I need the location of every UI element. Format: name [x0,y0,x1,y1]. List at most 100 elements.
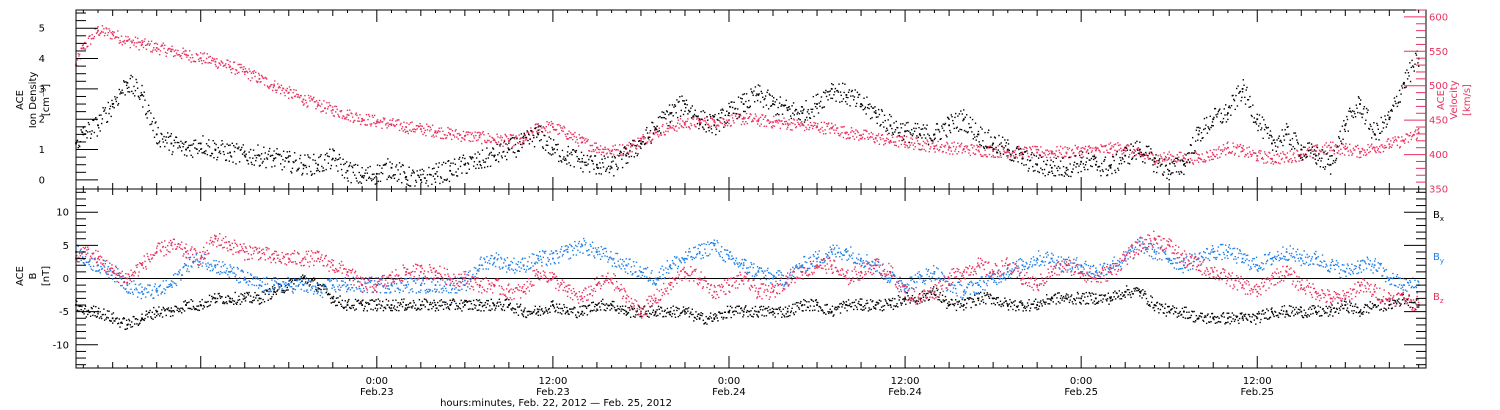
Bx-sample [552,305,555,307]
velocity-sample [417,126,420,128]
ion-density-sample [1347,130,1349,132]
ion-density-sample [334,159,336,162]
velocity-sample [742,120,744,123]
velocity-sample [398,119,400,121]
ion-density-sample [138,96,140,99]
ion-density-sample [1181,159,1184,162]
velocity-sample [1120,150,1123,152]
ion-density-sample [1134,142,1137,144]
velocity-sample [795,125,798,128]
velocity-sample [862,133,864,135]
velocity-sample [365,113,368,116]
velocity-sample [1202,160,1204,163]
Bx-sample [452,298,454,300]
Bx-point [302,277,305,280]
ion-density-sample [1225,121,1228,123]
Bx-sample [381,305,383,307]
velocity-point [185,53,187,56]
ion-density-sample [1054,175,1057,177]
velocity-sample [794,123,796,126]
velocity-sample [341,117,344,119]
ion-density-sample [1395,95,1398,98]
ion-density-sample [404,176,407,179]
Bx-sample [329,293,331,295]
Bx-sample [739,312,741,314]
Bx-sample [486,303,489,305]
Bx-sample [193,307,195,309]
ion-density-sample [1346,118,1349,121]
Bx-sample [205,301,207,303]
ion-density-sample [635,152,637,154]
velocity-sample [1079,156,1082,159]
velocity-sample [1157,154,1159,157]
velocity-sample [627,151,629,154]
velocity-sample [130,40,132,42]
ion-density-sample [167,136,170,138]
velocity-sample [1332,141,1334,144]
ion-density-sample [184,141,187,144]
ion-density-sample [1351,115,1353,117]
Bx-sample [569,308,571,310]
ion-density-sample [1259,122,1261,125]
velocity-sample [1134,150,1137,152]
velocity-sample [240,63,242,66]
ion-density-sample [1250,114,1253,117]
ion-density-sample [418,176,421,179]
ion-density-sample [82,127,85,129]
velocity-sample [398,129,401,132]
velocity-sample [194,60,196,63]
Bx-sample [164,309,167,311]
ion-density-sample [215,143,217,146]
velocity-sample [1132,156,1134,158]
ion-density-sample [728,102,730,105]
Bx-sample [314,277,316,280]
ion-density-sample [1015,153,1017,156]
velocity-sample [682,120,684,122]
velocity-sample [218,62,220,64]
Bx-sample [598,302,600,304]
Bx-sample [428,308,430,311]
ion-density-sample [436,171,438,173]
ion-density-sample [1415,54,1418,56]
Bx-point [507,304,510,306]
velocity-sample [638,145,640,147]
velocity-sample [768,122,771,124]
ion-density-sample [1018,152,1021,155]
velocity-sample [1308,146,1311,149]
velocity-sample [770,121,772,123]
Bx-sample [780,310,782,313]
Bx-sample [651,305,653,307]
ion-density-sample [1210,126,1212,129]
ion-density-sample [652,132,655,135]
ion-density-sample [401,181,403,184]
velocity-sample [1099,151,1101,153]
velocity-sample [516,141,519,144]
velocity-sample [1212,158,1214,161]
velocity-sample [363,119,366,121]
velocity-sample [680,125,682,127]
ion-density-sample [283,166,286,168]
velocity-sample [163,47,165,50]
velocity-sample [754,113,757,115]
Bx-sample [580,312,583,315]
ion-density-sample [131,90,133,93]
Bx-sample [200,304,202,307]
velocity-sample [269,85,272,87]
ion-density-sample [87,121,90,124]
velocity-sample [511,134,513,137]
Bx-sample [555,303,558,305]
velocity-point [933,145,936,148]
velocity-sample [745,112,748,115]
velocity-sample [491,136,493,139]
ion-density-sample [1173,162,1176,165]
velocity-sample [135,46,137,48]
Bx-sample [460,299,462,302]
Bx-point [449,304,452,306]
ion-density-sample [954,116,956,119]
ion-density-sample [869,117,872,120]
Bx-sample [376,309,378,312]
ion-density-sample [858,93,861,96]
velocity-sample [464,134,467,136]
ion-density-point [874,112,877,115]
velocity-sample [896,136,898,138]
